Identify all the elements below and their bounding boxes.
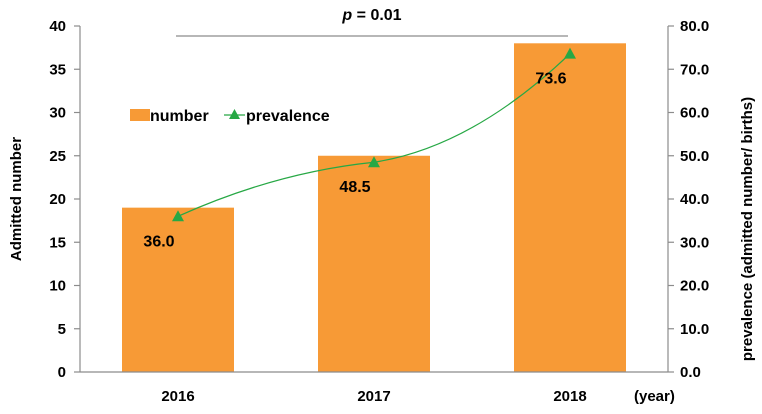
p-value-label: p = 0.01 xyxy=(341,7,401,24)
y-tick-label: 15 xyxy=(49,234,66,251)
legend-swatch-number xyxy=(130,109,150,121)
bar-2016 xyxy=(122,207,234,372)
y2-tick-label: 20.0 xyxy=(680,278,709,295)
y2-tick-label: 50.0 xyxy=(680,148,709,165)
prevalence-data-label: 36.0 xyxy=(143,233,174,250)
y2-tick-label: 70.0 xyxy=(680,61,709,78)
left-axis: 0 5 10 15 20 25 30 35 40 xyxy=(49,18,81,381)
y2-tick-label: 0.0 xyxy=(680,364,701,381)
significance-bracket: p = 0.01 xyxy=(176,7,568,37)
data-labels: 36.0 48.5 73.6 xyxy=(143,71,566,251)
y2-tick-label: 80.0 xyxy=(680,18,709,35)
y-tick-label: 5 xyxy=(58,321,66,338)
y-axis-title: Admitted number xyxy=(8,137,25,261)
legend-label-prevalence: prevalence xyxy=(246,108,330,125)
x-tick-label: 2016 xyxy=(161,388,194,405)
x-axis: 2016 2017 2018 (year) xyxy=(80,371,675,405)
bars xyxy=(122,43,626,373)
bar-2017 xyxy=(318,155,430,372)
y-tick-label: 25 xyxy=(49,148,66,165)
x-tick-label: 2018 xyxy=(553,388,586,405)
legend-label-number: number xyxy=(150,108,209,125)
y-tick-label: 40 xyxy=(49,18,66,35)
x-unit-label: (year) xyxy=(634,388,675,405)
y-tick-label: 35 xyxy=(49,61,66,78)
y-tick-label: 20 xyxy=(49,191,66,208)
y2-axis-title: prevalence (admitted number/ births) xyxy=(739,97,756,361)
y2-tick-label: 10.0 xyxy=(680,321,709,338)
y2-tick-label: 30.0 xyxy=(680,234,709,251)
prevalence-data-label: 48.5 xyxy=(339,179,370,196)
right-axis: 0.0 10.0 20.0 30.0 40.0 50.0 60.0 70.0 80.0 xyxy=(667,18,709,381)
y-tick-label: 30 xyxy=(49,105,66,122)
prevalence-point-2018 xyxy=(564,47,576,59)
legend: number prevalence xyxy=(130,108,330,125)
y2-tick-label: 40.0 xyxy=(680,191,709,208)
y-tick-label: 0 xyxy=(58,364,66,381)
y-tick-label: 10 xyxy=(49,278,66,295)
prevalence-data-label: 73.6 xyxy=(535,71,566,88)
prevalence-line xyxy=(172,47,576,222)
prevalence-point-2017 xyxy=(368,156,380,168)
legend-marker-prevalence xyxy=(229,109,240,119)
y2-tick-label: 60.0 xyxy=(680,105,709,122)
bar-2018 xyxy=(514,43,626,373)
x-tick-label: 2017 xyxy=(357,388,390,405)
prevalence-point-2016 xyxy=(172,210,184,222)
